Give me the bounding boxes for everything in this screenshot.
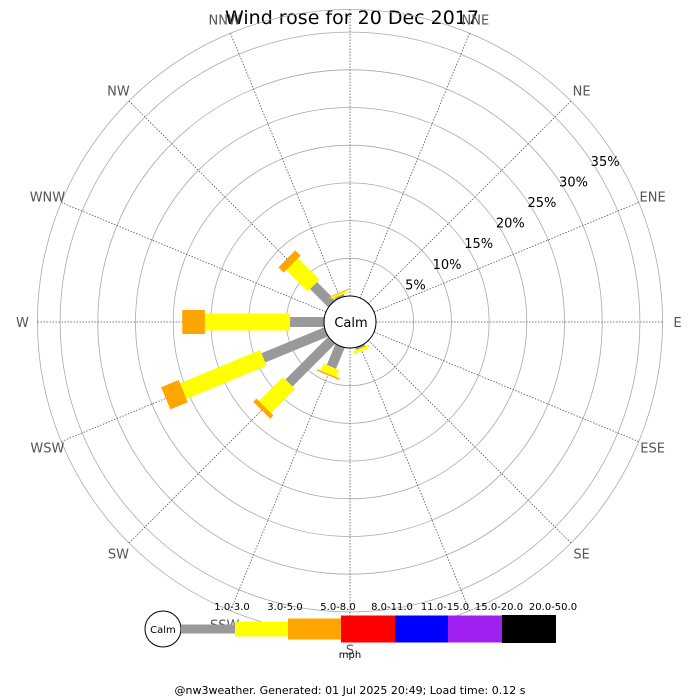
- grid-ring: [59, 31, 641, 613]
- bar-wsw-bin-1: [179, 350, 267, 399]
- legend-swatch-3: [341, 615, 395, 643]
- legend-swatch-0: [181, 624, 235, 634]
- legend-unit: mph: [339, 650, 361, 661]
- legend-label-4: 11.0-15.0: [421, 602, 469, 613]
- direction-label-nne: NNE: [462, 13, 490, 28]
- calm-center: Calm: [323, 295, 377, 349]
- legend-swatch-4: [395, 615, 448, 643]
- bar-nw-bin-0: [309, 281, 336, 308]
- direction-label-ese: ESE: [640, 441, 665, 456]
- legend-swatch-5: [448, 615, 502, 643]
- grid-ring: [135, 107, 565, 537]
- wind-bars: [161, 250, 370, 419]
- direction-label-e: E: [673, 316, 681, 331]
- legend-swatch-2: [288, 618, 341, 640]
- direction-label-nnw: NNW: [209, 13, 241, 28]
- direction-label-ene: ENE: [640, 191, 666, 206]
- direction-label-n: N: [345, 0, 355, 3]
- legend-label-2: 5.0-8.0: [320, 602, 355, 613]
- bar-nw-bin-1: [286, 258, 320, 292]
- bar-sw-bin-2: [253, 398, 274, 419]
- legend-label-5: 15.0-20.0: [475, 602, 523, 613]
- legend-swatch-6: [502, 615, 556, 643]
- bar-wsw-bin-2: [161, 380, 188, 410]
- ring-labels: 5% 10%15%20%25%30%35%: [405, 155, 619, 293]
- ring-label: 20%: [496, 217, 525, 232]
- bar-wsw-bin-0: [261, 327, 328, 363]
- direction-label-ne: NE: [573, 84, 591, 99]
- calm-label: Calm: [334, 316, 367, 331]
- legend-label-1: 3.0-5.0: [267, 602, 302, 613]
- footer-text: @nw3weather. Generated: 01 Jul 2025 20:4…: [175, 684, 526, 697]
- bar-sw-bin-0: [285, 336, 336, 387]
- bar-ssw-bin-1: [320, 363, 340, 378]
- ring-label: 35%: [591, 155, 620, 170]
- direction-label-wnw: WNW: [30, 191, 66, 206]
- direction-label-s: S: [346, 644, 354, 659]
- ring-label: 5%: [405, 278, 426, 293]
- speed-legend: Calm 1.0-3.0 3.0-5.0 5.0-8.0 8.0-11.0 11.0-1…: [144, 602, 577, 661]
- bar-sse-bin-1: [352, 344, 370, 355]
- chart-title: Wind rose for 20 Dec 2017: [225, 7, 479, 29]
- legend-calm-label: Calm: [150, 625, 176, 636]
- bar-nnw-bin-1: [330, 290, 348, 300]
- calm-circle: [323, 295, 377, 349]
- ring-label: 15%: [464, 237, 493, 252]
- legend-swatch-1: [235, 621, 288, 637]
- ring-label: 30%: [559, 176, 588, 191]
- legend-label-6: 20.0-50.0: [529, 602, 577, 613]
- ring-label: 10%: [433, 258, 462, 273]
- bar-nw-bin-2: [278, 250, 301, 273]
- bar-ssw-bin-0: [326, 344, 345, 369]
- direction-label-sw: SW: [108, 548, 129, 563]
- bar-ssw-bin-2: [316, 369, 340, 380]
- legend-label-3: 8.0-11.0: [371, 602, 413, 613]
- direction-label-se: SE: [573, 548, 589, 563]
- direction-label-nw: NW: [107, 84, 130, 99]
- direction-label-w: W: [16, 316, 29, 331]
- direction-label-wsw: WSW: [30, 441, 64, 456]
- bar-sw-bin-1: [258, 377, 295, 414]
- legend-label-0: 1.0-3.0: [214, 602, 249, 613]
- ring-label: 25%: [527, 196, 556, 211]
